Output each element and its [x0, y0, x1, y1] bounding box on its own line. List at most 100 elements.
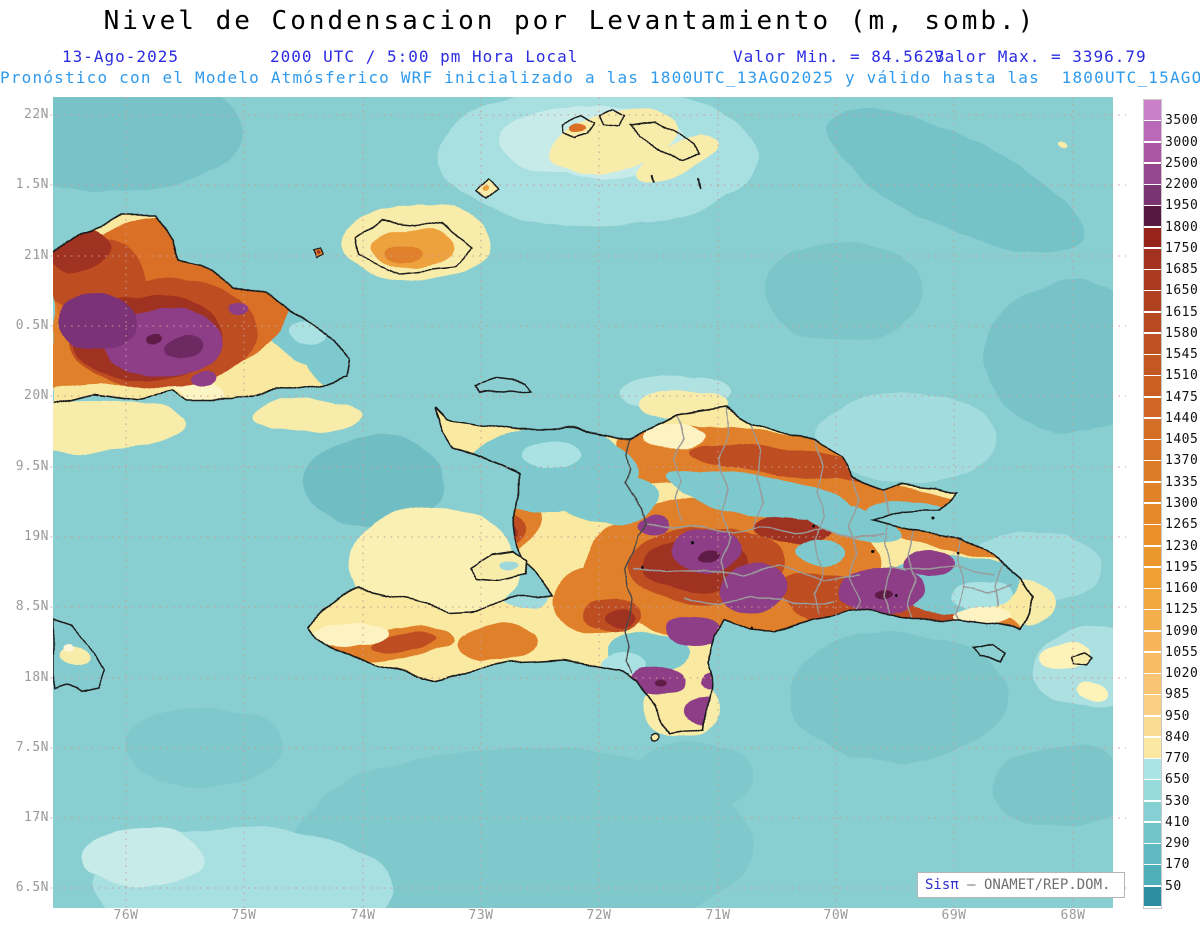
value-max-label: Valor Max. = 3396.79	[934, 47, 1147, 66]
colorbar-label-1090: 1090	[1165, 623, 1199, 639]
province-borders	[632, 407, 1014, 619]
colorbar-scale	[1143, 99, 1162, 909]
colorbar-label-1750: 1750	[1165, 240, 1199, 256]
colorbar-cell	[1144, 631, 1161, 652]
colorbar-label-770: 770	[1165, 751, 1190, 767]
tortue-island	[471, 379, 533, 395]
colorbar-label-1685: 1685	[1165, 262, 1199, 278]
colorbar-cell	[1144, 291, 1161, 312]
colorbar-cell	[1144, 822, 1161, 843]
colorbar-cell	[1144, 610, 1161, 631]
colorbar-label-1300: 1300	[1165, 496, 1199, 511]
page-title: Nivel de Condensacion por Levantamiento …	[103, 6, 1037, 36]
lat-label-19N: 19N	[24, 529, 49, 544]
colorbar-label-50: 50	[1165, 878, 1182, 894]
colorbar-cell	[1144, 674, 1161, 694]
colorbar-label-1335: 1335	[1165, 474, 1199, 490]
colorbar-cell	[1144, 759, 1161, 779]
colorbar-cell	[1144, 163, 1161, 184]
lon-label-72W: 72W	[586, 908, 612, 923]
colorbar-label-1125: 1125	[1165, 602, 1199, 618]
lon-label-69W: 69W	[941, 908, 967, 923]
lcl-contour-map	[37, 97, 1126, 913]
colorbar-label-1160: 1160	[1165, 581, 1199, 597]
great-inagua-coastline	[357, 218, 475, 274]
lat-label-17N: 17N	[24, 810, 49, 825]
hispaniola-coastline	[308, 406, 1035, 735]
watermark-org-name: — ONAMET/REP.DOM.	[958, 877, 1111, 893]
lon-label-73W: 73W	[468, 908, 494, 923]
colorbar-cell	[1144, 440, 1161, 460]
lon-label-71W: 71W	[705, 908, 731, 923]
colorbar-label-1020: 1020	[1165, 666, 1199, 682]
colorbar-cell	[1144, 546, 1161, 567]
lat-label-1.5N: 1.5N	[15, 177, 49, 192]
lat-label-7.5N: 7.5N	[15, 740, 49, 755]
colorbar-cell	[1144, 780, 1161, 801]
colorbar-label-650: 650	[1165, 772, 1190, 788]
colorbar-cell	[1144, 567, 1161, 588]
lon-label-75W: 75W	[231, 908, 257, 923]
colorbar-label-530: 530	[1165, 793, 1190, 809]
run-time-label: 2000 UTC / 5:00 pm Hora Local	[270, 47, 579, 66]
colorbar-cell	[1144, 504, 1161, 524]
lat-label-9.5N: 9.5N	[15, 459, 49, 474]
colorbar-cell	[1144, 142, 1161, 163]
colorbar-label-1265: 1265	[1165, 517, 1199, 533]
forecast-description: Pronóstico con el Modelo Atmósferico WRF…	[0, 68, 1200, 87]
grand-turk	[700, 180, 704, 191]
lon-label-76W: 76W	[113, 908, 139, 923]
salt-cay	[650, 172, 654, 182]
colorbar-label-1950: 1950	[1165, 198, 1199, 214]
national-border	[623, 435, 646, 675]
mona-island	[1070, 654, 1095, 670]
gonave-island	[466, 548, 528, 580]
colorbar-label-1800: 1800	[1165, 219, 1199, 235]
colorbar-label-1055: 1055	[1165, 644, 1199, 660]
colorbar-label-1615: 1615	[1165, 304, 1199, 320]
lat-label-0.5N: 0.5N	[15, 318, 49, 333]
lat-label-21N: 21N	[24, 248, 49, 263]
watermark-badge: Sisπ — ONAMET/REP.DOM.	[917, 872, 1125, 898]
colorbar-label-840: 840	[1165, 729, 1190, 745]
colorbar-cell	[1144, 270, 1161, 290]
saona-island	[973, 644, 1007, 660]
colorbar-label-1230: 1230	[1165, 538, 1199, 554]
colorbar-cell	[1144, 525, 1161, 545]
lon-label-74W: 74W	[350, 908, 376, 923]
watermark-app-name: Sisπ	[925, 877, 959, 893]
colorbar-cell	[1144, 376, 1161, 397]
ocean-variation-blobs	[53, 97, 1113, 908]
value-min-label: Valor Min. = 84.5623	[733, 47, 946, 66]
latlon-gridlines	[37, 97, 1126, 913]
colorbar-labels: 3500 3000 2500 2200 1950 1800 1750 1685 1650 1615…	[1165, 100, 1200, 910]
lat-label-18N: 18N	[24, 670, 49, 685]
colorbar-cell	[1144, 737, 1161, 758]
colorbar-cell	[1144, 652, 1161, 673]
run-date-label: 13-Ago-2025	[62, 47, 179, 66]
colorbar-cell	[1144, 865, 1161, 886]
lat-label-22N: 22N	[24, 107, 49, 122]
colorbar-cell	[1144, 801, 1161, 822]
colorbar-label-1650: 1650	[1165, 283, 1199, 299]
lat-label-8.5N: 8.5N	[15, 599, 49, 614]
colorbar-label-1475: 1475	[1165, 389, 1199, 405]
caicos-coastline	[564, 116, 598, 142]
colorbar-cell	[1144, 312, 1161, 333]
colorbar-label-2500: 2500	[1165, 155, 1199, 171]
station-dots	[641, 515, 960, 629]
colorbar-cell	[1144, 185, 1161, 205]
colorbar-label-1195: 1195	[1165, 559, 1199, 575]
colorbar-label-1580: 1580	[1165, 325, 1199, 341]
colorbar-cell	[1144, 121, 1161, 141]
colorbar-cell	[1144, 206, 1161, 227]
colorbar-label-1370: 1370	[1165, 453, 1199, 469]
colorbar-cell	[1144, 227, 1161, 248]
colorbar-label-985: 985	[1165, 687, 1190, 703]
colorbar-cell	[1144, 482, 1161, 503]
colorbar-cell	[1144, 695, 1161, 716]
lon-label-68W: 68W	[1060, 908, 1086, 923]
colorbar-label-410: 410	[1165, 814, 1190, 830]
colorbar-label-1545: 1545	[1165, 347, 1199, 363]
lat-label-20N: 20N	[24, 388, 49, 403]
